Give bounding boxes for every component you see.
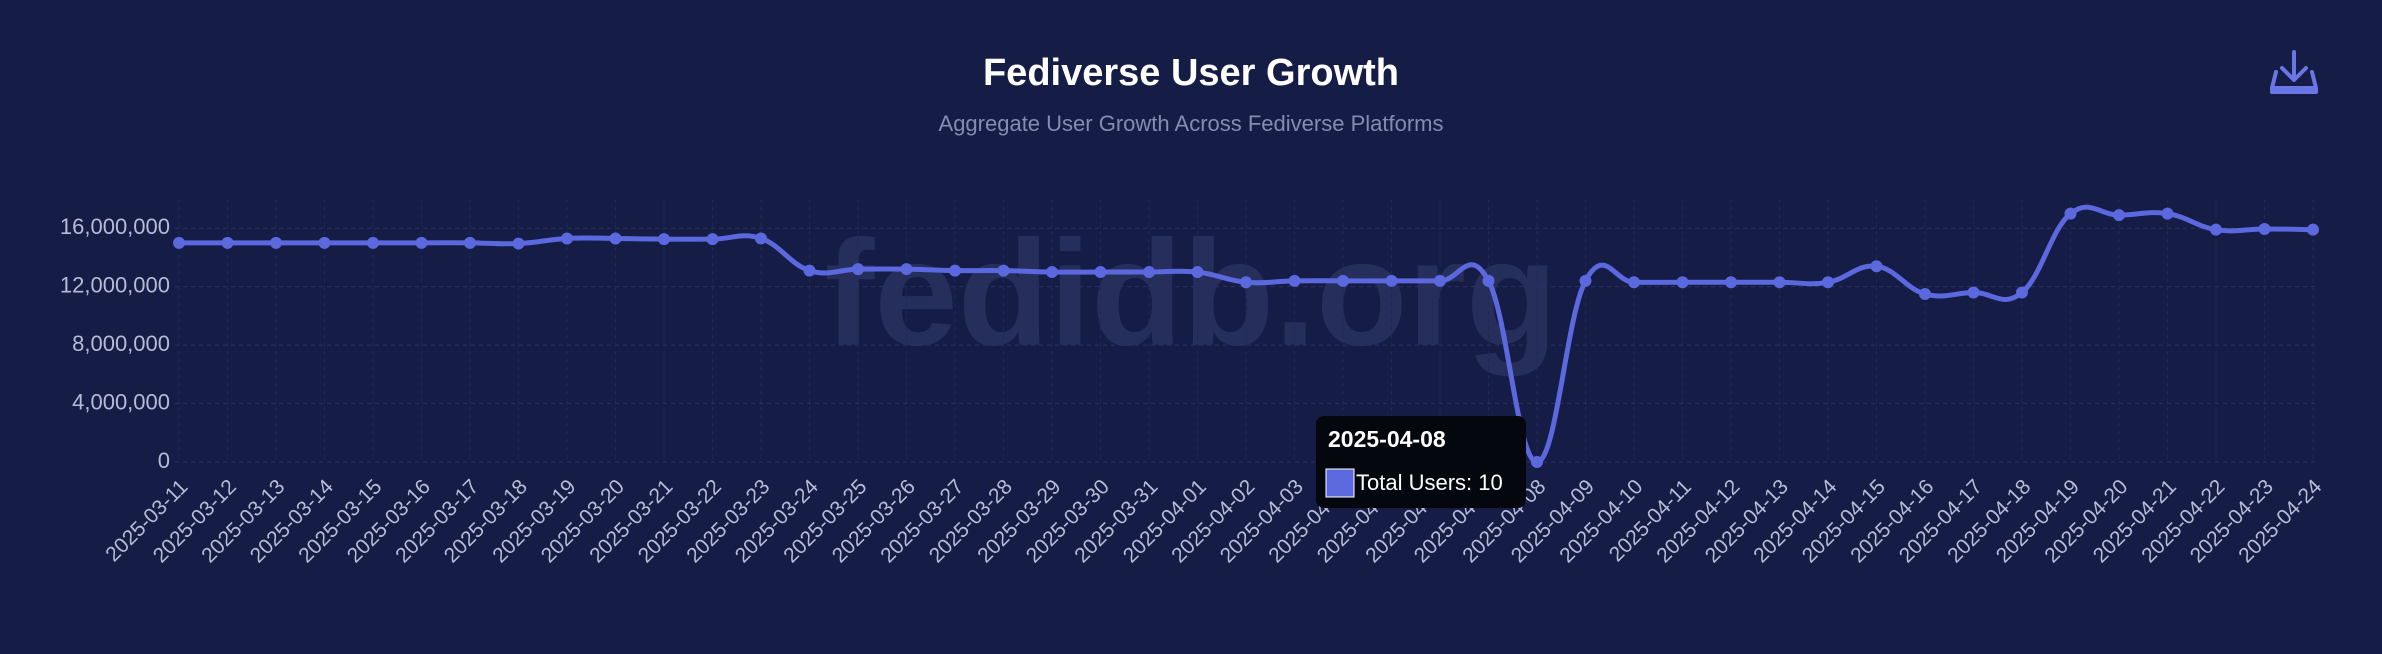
tooltip-box <box>1316 416 1526 508</box>
data-point <box>2210 223 2222 236</box>
data-point <box>2113 209 2125 222</box>
data-point <box>1143 266 1155 279</box>
data-point <box>1773 276 1786 289</box>
data-point <box>900 263 913 276</box>
data-point <box>2161 207 2174 220</box>
download-button[interactable] <box>2270 50 2318 94</box>
data-point <box>1337 274 1349 287</box>
data-point <box>1240 276 1252 289</box>
y-tick-label: 0 <box>158 448 170 473</box>
data-point <box>561 232 573 245</box>
tooltip: 2025-04-08 Total Users: 10 <box>1316 416 1526 508</box>
data-point <box>1967 286 1980 299</box>
data-point <box>512 237 525 250</box>
data-point <box>1676 276 1689 289</box>
data-point <box>852 263 864 276</box>
data-point <box>1725 276 1737 289</box>
data-point <box>1628 276 1640 289</box>
y-tick-label: 4,000,000 <box>72 389 170 414</box>
data-point <box>1870 260 1883 273</box>
data-point <box>803 264 816 277</box>
data-point <box>1434 274 1446 287</box>
tooltip-title: 2025-04-08 <box>1328 426 1446 452</box>
data-point <box>221 236 234 249</box>
data-point <box>1579 274 1592 287</box>
data-point <box>1288 274 1301 287</box>
y-tick-label: 8,000,000 <box>72 331 170 356</box>
download-arrow <box>2280 50 2308 82</box>
data-point <box>2016 286 2028 299</box>
data-point <box>173 236 185 249</box>
data-point <box>2258 222 2271 235</box>
data-point <box>1191 266 1204 279</box>
tooltip-label: Total Users: 10 <box>1356 470 1503 495</box>
y-tick-label: 16,000,000 <box>60 214 170 239</box>
watermark: fedidb.org <box>824 209 1557 377</box>
data-point <box>2307 223 2319 236</box>
chart-subtitle: Aggregate User Growth Across Fediverse P… <box>939 111 1444 136</box>
download-tray <box>2270 70 2318 94</box>
data-point <box>464 236 476 249</box>
data-point <box>1919 287 1931 300</box>
data-point <box>415 236 428 249</box>
data-point <box>1822 276 1834 289</box>
data-point <box>367 236 379 249</box>
data-point <box>318 236 331 249</box>
data-point <box>2064 207 2077 220</box>
data-point <box>1385 274 1398 287</box>
data-point <box>997 264 1010 277</box>
tooltip-swatch <box>1325 468 1355 498</box>
chart-title: Fediverse User Growth <box>983 52 1399 94</box>
data-point <box>609 232 622 245</box>
data-point <box>1046 266 1058 279</box>
data-point <box>949 264 961 277</box>
data-point <box>658 233 670 246</box>
data-point <box>706 233 719 246</box>
y-tick-label: 12,000,000 <box>60 272 170 297</box>
data-point <box>755 232 767 245</box>
data-point <box>1531 455 1543 468</box>
data-point <box>1482 274 1495 287</box>
data-point <box>270 236 282 249</box>
data-point <box>1094 266 1107 279</box>
